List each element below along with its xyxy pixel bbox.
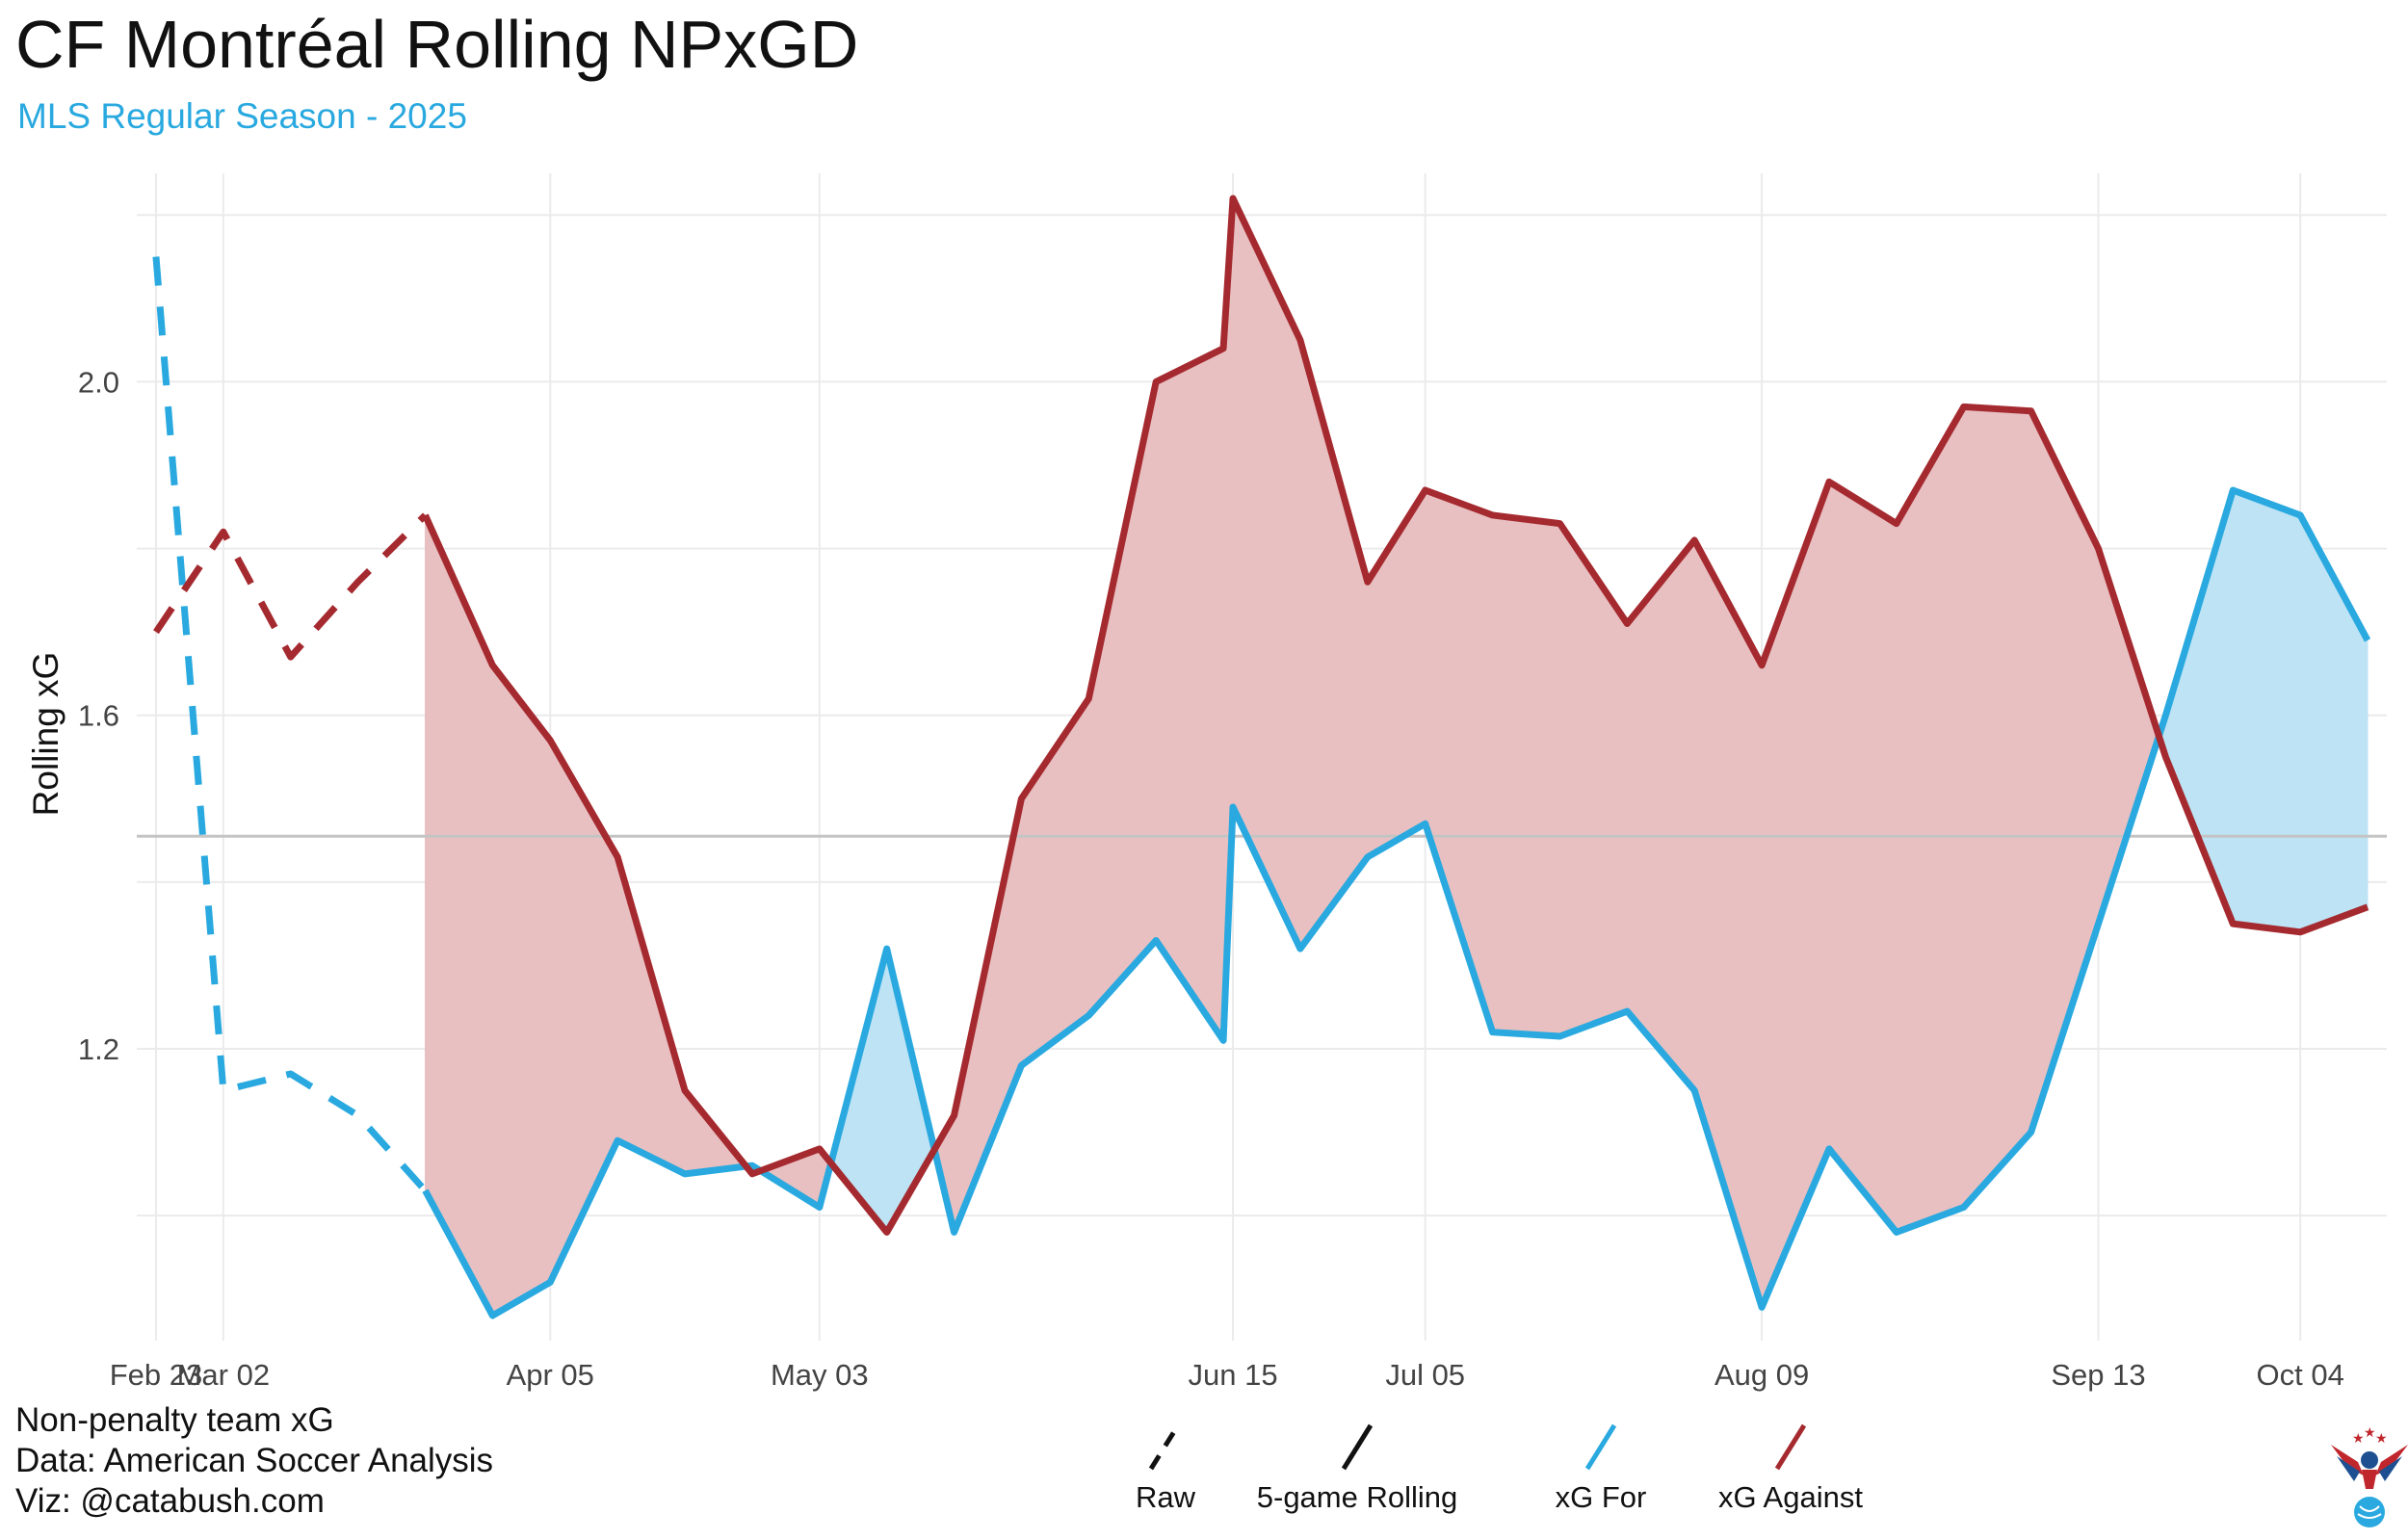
y-tick-label: 1.6 bbox=[78, 699, 119, 733]
x-tick-label: Oct 04 bbox=[2256, 1358, 2343, 1392]
series-lines-layer bbox=[152, 195, 2371, 1319]
page-title: CF Montréal Rolling NPxGD bbox=[15, 7, 859, 82]
difference-fill-segment bbox=[2164, 489, 2234, 925]
difference-fill-segment bbox=[1558, 521, 1628, 1037]
xg-against-raw-line bbox=[153, 512, 428, 661]
difference-fill-segment bbox=[616, 856, 686, 1175]
x-tick-label: Jun 15 bbox=[1189, 1358, 1278, 1392]
y-tick-label: 1.2 bbox=[78, 1032, 119, 1066]
difference-fill-segment bbox=[2098, 548, 2159, 925]
legend-xg-against: xG Against bbox=[1718, 1423, 1863, 1514]
caption-line-2: Data: American Soccer Analysis bbox=[15, 1442, 494, 1479]
eagle-logo-icon: ★ ★ ★ bbox=[2331, 1424, 2408, 1527]
legend-rolling: 5-game Rolling bbox=[1257, 1423, 1458, 1514]
difference-fill-segment bbox=[1626, 538, 1695, 1092]
difference-fill-segment bbox=[549, 738, 618, 1283]
x-tick-label: Jul 05 bbox=[1385, 1358, 1465, 1392]
x-tick-label: Mar 02 bbox=[177, 1358, 270, 1392]
difference-fill-segment bbox=[1425, 489, 1494, 1032]
difference-fill-segment bbox=[1492, 514, 1560, 1037]
x-tick-label: Feb 23 bbox=[110, 1358, 203, 1392]
difference-fill-segment bbox=[1828, 481, 1898, 1234]
x-tick-label: Apr 05 bbox=[507, 1358, 594, 1392]
difference-fill-segment bbox=[1896, 405, 1965, 1234]
svg-text:★: ★ bbox=[2352, 1430, 2365, 1446]
svg-text:★: ★ bbox=[2375, 1430, 2388, 1446]
caption-line-1: Non-penalty team xG bbox=[15, 1401, 334, 1439]
caption-block: Non-penalty team xG Data: American Socce… bbox=[15, 1400, 493, 1522]
page-subtitle: MLS Regular Season - 2025 bbox=[17, 96, 467, 136]
y-axis-label: Rolling xG bbox=[26, 652, 65, 817]
legend-raw-label: Raw bbox=[1136, 1480, 1196, 1514]
x-tick-label: Aug 09 bbox=[1714, 1358, 1809, 1392]
legend-xg-for-label: xG For bbox=[1556, 1480, 1647, 1514]
x-tick-label: May 03 bbox=[771, 1358, 869, 1392]
difference-fill-segment bbox=[2232, 489, 2301, 933]
svg-text:★: ★ bbox=[2364, 1424, 2376, 1440]
difference-fill-segment bbox=[954, 798, 1022, 1233]
legend: Raw 5-game Rolling xG For xG Against bbox=[1136, 1423, 1863, 1514]
x-tick-label: Sep 13 bbox=[2051, 1358, 2145, 1392]
legend-raw-key-icon bbox=[1148, 1423, 1181, 1471]
xg-for-raw-line bbox=[152, 256, 429, 1193]
difference-fill-layer bbox=[424, 197, 2369, 1317]
difference-fill-segment bbox=[1155, 347, 1224, 1042]
legend-xg-against-key-icon bbox=[1774, 1423, 1807, 1471]
difference-fill-segment bbox=[1367, 488, 1426, 858]
difference-fill-segment bbox=[1963, 405, 2032, 1209]
legend-raw: Raw bbox=[1136, 1423, 1196, 1514]
legend-rolling-label: 5-game Rolling bbox=[1257, 1480, 1458, 1514]
legend-rolling-key-icon bbox=[1341, 1423, 1374, 1471]
difference-fill-segment bbox=[1299, 340, 1369, 951]
legend-xg-for-key-icon bbox=[1584, 1423, 1617, 1471]
y-tick-label: 2.0 bbox=[78, 365, 119, 399]
legend-xg-against-label: xG Against bbox=[1718, 1480, 1863, 1514]
difference-fill-segment bbox=[1761, 482, 1830, 1308]
difference-fill-segment bbox=[1087, 381, 1157, 1017]
caption-line-3: Viz: @catabush.com bbox=[15, 1482, 325, 1520]
legend-xg-for: xG For bbox=[1556, 1423, 1647, 1514]
difference-fill-segment bbox=[491, 664, 551, 1317]
